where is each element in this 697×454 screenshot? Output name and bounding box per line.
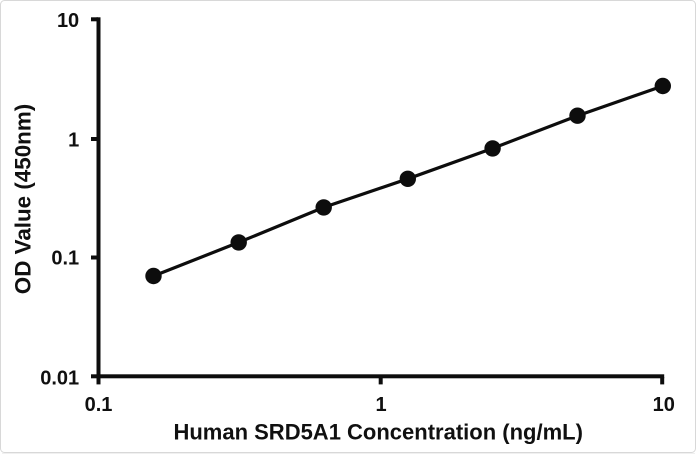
svg-text:0.1: 0.1 (85, 394, 113, 416)
svg-text:10: 10 (57, 10, 79, 32)
svg-text:1: 1 (68, 129, 79, 151)
svg-text:0.1: 0.1 (51, 248, 79, 270)
svg-text:10: 10 (653, 394, 675, 416)
svg-text:1: 1 (375, 394, 386, 416)
svg-text:Human SRD5A1 Concentration (ng: Human SRD5A1 Concentration (ng/mL) (173, 420, 582, 445)
svg-text:0.01: 0.01 (40, 368, 79, 390)
svg-text:OD Value (450nm): OD Value (450nm) (10, 104, 35, 294)
